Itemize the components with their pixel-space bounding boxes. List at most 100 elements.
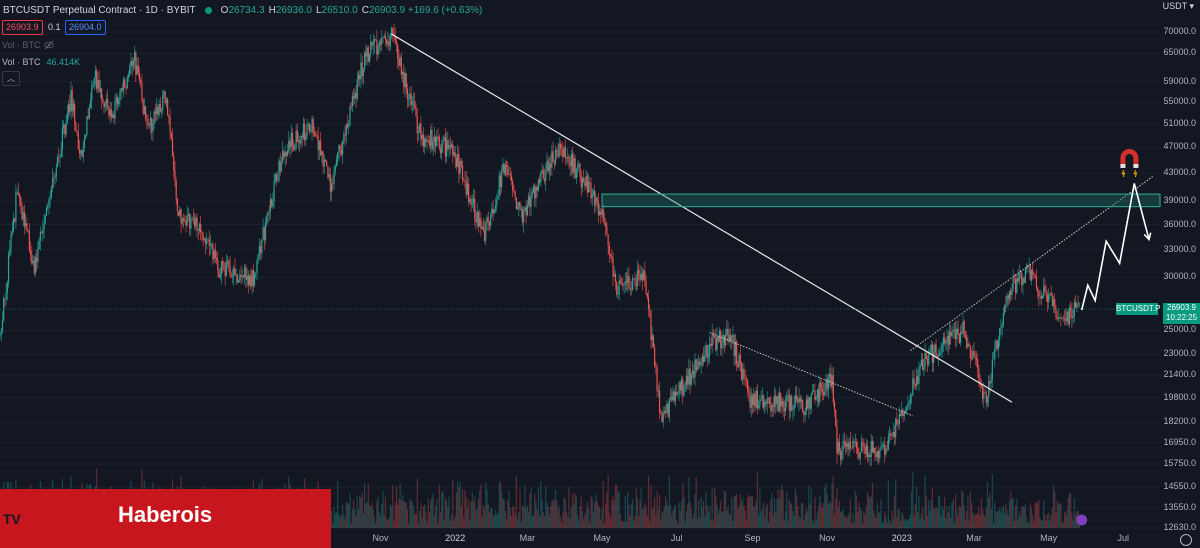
close-value: 26903.9 +169.6 (+0.63%) xyxy=(368,4,483,16)
candle-body xyxy=(613,274,615,277)
volume-bar xyxy=(800,503,803,528)
candle-body xyxy=(488,221,491,226)
candle-body xyxy=(770,403,772,412)
candle-body xyxy=(722,335,724,342)
hidden-volume-indicator[interactable]: Vol · BTC xyxy=(2,40,41,50)
volume-bar xyxy=(969,491,971,528)
candle-body xyxy=(1074,302,1077,308)
volume-bar xyxy=(447,507,449,528)
candle-body xyxy=(911,395,913,397)
candle-body xyxy=(602,208,604,222)
candle-body xyxy=(198,223,201,231)
candle-body xyxy=(788,394,790,411)
volume-bar xyxy=(421,517,423,528)
eye-hidden-icon[interactable] xyxy=(44,40,54,50)
candle-body xyxy=(860,442,863,453)
candle-body xyxy=(988,381,990,398)
volume-bar xyxy=(862,523,864,528)
candle-body xyxy=(15,192,17,222)
candle-body xyxy=(509,174,511,176)
candle-body xyxy=(201,232,203,234)
volume-bar xyxy=(1023,507,1025,528)
symbol-title[interactable]: BTCUSDT Perpetual Contract · 1D · BYBIT xyxy=(3,4,196,16)
volume-bar xyxy=(1033,521,1035,528)
candle-body xyxy=(1023,278,1025,283)
candle-body xyxy=(1007,295,1009,300)
volume-bar xyxy=(713,488,716,528)
candle-body xyxy=(137,65,139,73)
candle-body xyxy=(771,405,773,412)
candle-body xyxy=(682,378,684,396)
volume-bar xyxy=(423,504,426,528)
candle-body xyxy=(399,57,401,66)
candle-body xyxy=(370,41,372,54)
volume-bar xyxy=(934,508,936,528)
candle-body xyxy=(379,41,382,45)
volume-bar xyxy=(1022,505,1024,528)
candle-body xyxy=(649,309,651,311)
volume-bar xyxy=(557,509,559,528)
candle-body xyxy=(50,187,52,197)
candle-body xyxy=(891,434,893,436)
volume-bar xyxy=(725,491,727,528)
candle-body xyxy=(507,166,509,175)
settings-gear-icon[interactable] xyxy=(1180,534,1192,546)
volume-bar xyxy=(376,501,378,528)
buy-price-button[interactable]: 26904.0 xyxy=(65,20,106,35)
candle-body xyxy=(442,140,444,144)
volume-bar xyxy=(392,485,394,528)
volume-bar xyxy=(766,503,768,528)
candle-body xyxy=(181,218,183,224)
volume-bar xyxy=(553,500,555,528)
volume-bar xyxy=(338,513,340,528)
volume-bar xyxy=(891,510,893,528)
volume-bar xyxy=(446,500,448,528)
volume-bar xyxy=(956,508,958,528)
candle-body xyxy=(574,158,576,179)
candle-body xyxy=(728,335,730,342)
candle-body xyxy=(687,375,689,385)
annotations[interactable] xyxy=(0,33,1161,526)
volume-bar xyxy=(654,497,656,528)
volume-bar xyxy=(422,506,424,528)
candle-body xyxy=(541,169,543,173)
candle-body xyxy=(759,401,761,406)
chevron-up-icon[interactable]: ︿ xyxy=(2,71,20,86)
candle-body xyxy=(420,123,422,140)
volume-bar xyxy=(425,512,427,528)
volume-bar xyxy=(622,521,624,528)
candle-body xyxy=(690,374,692,385)
candle-body xyxy=(720,330,722,349)
candle-body xyxy=(727,328,729,342)
volume-bar xyxy=(663,506,666,528)
volume-bar xyxy=(824,487,826,528)
candle-body xyxy=(662,413,664,422)
volume-bar xyxy=(895,478,897,528)
volume-bar xyxy=(908,518,910,528)
candle-body xyxy=(371,41,373,46)
candle-body xyxy=(480,218,482,229)
candle-body xyxy=(884,444,886,455)
y-tick-label: 47000.0 xyxy=(1163,141,1196,152)
candle-body xyxy=(203,238,205,240)
volume-indicator[interactable]: Vol · BTC 46.414K xyxy=(2,57,80,67)
volume-bar xyxy=(885,516,887,528)
volume-bar xyxy=(881,522,883,528)
candle-body xyxy=(486,217,488,224)
candle-body xyxy=(257,254,259,262)
candle-body xyxy=(624,281,626,284)
candle-body xyxy=(980,385,982,388)
candle-body xyxy=(711,333,713,346)
volume-bar xyxy=(558,505,560,528)
volume-bar xyxy=(463,517,465,528)
volume-bar xyxy=(791,504,793,528)
volume-bar xyxy=(809,504,811,528)
candle-body xyxy=(43,223,45,229)
sell-price-button[interactable]: 26903.9 xyxy=(2,20,43,35)
candle-body xyxy=(917,376,919,384)
volume-bar xyxy=(957,514,959,528)
candle-body xyxy=(926,358,929,365)
volume-bar xyxy=(388,517,390,528)
currency-selector[interactable]: USDT ▾ xyxy=(1162,1,1194,11)
